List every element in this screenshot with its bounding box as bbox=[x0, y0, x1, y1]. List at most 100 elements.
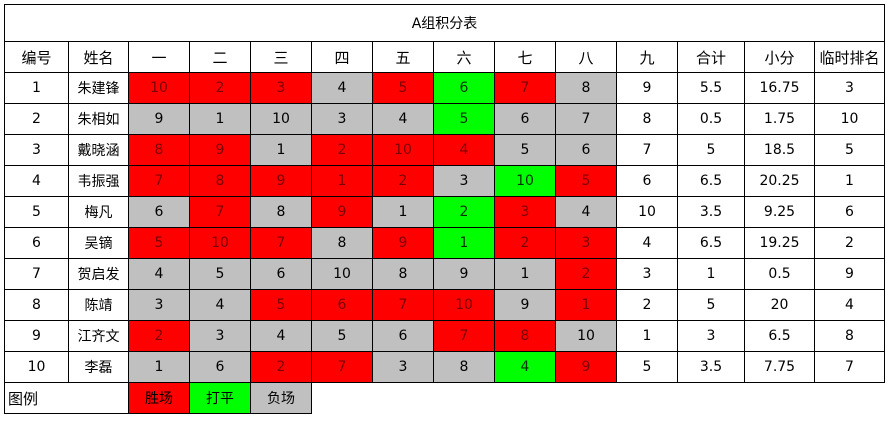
round-plain-cell: 9 bbox=[616, 72, 678, 104]
round-loss-cell: 5 bbox=[189, 258, 251, 290]
column-header: 七 bbox=[494, 41, 556, 73]
round-loss-cell: 3 bbox=[372, 351, 434, 383]
round-loss-cell: 1 bbox=[128, 351, 190, 383]
round-win-cell: 2 bbox=[555, 258, 617, 290]
player-name-cell: 吴镝 bbox=[68, 227, 129, 259]
column-header: 编号 bbox=[4, 41, 69, 73]
round-loss-cell: 4 bbox=[555, 196, 617, 228]
player-name-cell: 贺启发 bbox=[68, 258, 129, 290]
round-plain-cell: 4 bbox=[616, 227, 678, 259]
rank-cell: 4 bbox=[814, 289, 885, 321]
rank-cell: 7 bbox=[814, 351, 885, 383]
total-cell: 1 bbox=[677, 258, 745, 290]
small-score-cell: 19.25 bbox=[744, 227, 815, 259]
round-loss-cell: 9 bbox=[433, 258, 495, 290]
table-row: 2 朱相如 9 1 10 3 4 5 6 7 8 0.5 1.75 10 bbox=[4, 103, 885, 135]
round-loss-cell: 4 bbox=[250, 320, 312, 352]
round-loss-cell: 4 bbox=[189, 289, 251, 321]
rank-cell: 6 bbox=[814, 196, 885, 228]
player-name-cell: 朱相如 bbox=[68, 103, 129, 135]
round-loss-cell: 10 bbox=[250, 103, 312, 135]
round-plain-cell: 10 bbox=[616, 196, 678, 228]
round-win-cell: 8 bbox=[189, 165, 251, 197]
column-header: 四 bbox=[311, 41, 373, 73]
round-loss-cell: 4 bbox=[128, 258, 190, 290]
table-title: A组积分表 bbox=[4, 4, 885, 42]
column-header: 小分 bbox=[744, 41, 815, 73]
player-name-cell: 江齐文 bbox=[68, 320, 129, 352]
table-row: 9 江齐文 2 3 4 5 6 7 8 10 1 3 6.5 8 bbox=[4, 320, 885, 352]
round-loss-cell: 8 bbox=[311, 227, 373, 259]
small-score-cell: 1.75 bbox=[744, 103, 815, 135]
total-cell: 6.5 bbox=[677, 165, 745, 197]
round-draw-cell: 4 bbox=[494, 351, 556, 383]
table-row: 4 韦振强 7 8 9 1 2 3 10 5 6 6.5 20.25 1 bbox=[4, 165, 885, 197]
round-win-cell: 3 bbox=[494, 196, 556, 228]
round-plain-cell: 6 bbox=[616, 165, 678, 197]
total-cell: 3.5 bbox=[677, 351, 745, 383]
round-draw-cell: 5 bbox=[433, 103, 495, 135]
round-loss-cell: 5 bbox=[494, 134, 556, 166]
player-name-cell: 梅凡 bbox=[68, 196, 129, 228]
round-win-cell: 9 bbox=[189, 134, 251, 166]
legend-loss-swatch: 负场 bbox=[250, 382, 312, 414]
total-cell: 5 bbox=[677, 289, 745, 321]
rank-cell: 10 bbox=[814, 103, 885, 135]
legend-win-swatch: 胜场 bbox=[128, 382, 190, 414]
round-win-cell: 2 bbox=[128, 320, 190, 352]
legend-label: 图例 bbox=[4, 382, 129, 414]
round-win-cell: 10 bbox=[433, 289, 495, 321]
column-header: 一 bbox=[128, 41, 190, 73]
round-loss-cell: 9 bbox=[494, 289, 556, 321]
small-score-cell: 20.25 bbox=[744, 165, 815, 197]
round-loss-cell: 8 bbox=[372, 258, 434, 290]
round-loss-cell: 3 bbox=[311, 103, 373, 135]
round-win-cell: 5 bbox=[128, 227, 190, 259]
round-win-cell: 7 bbox=[189, 196, 251, 228]
round-win-cell: 10 bbox=[189, 227, 251, 259]
small-score-cell: 7.75 bbox=[744, 351, 815, 383]
table-row: 8 陈靖 3 4 5 6 7 10 9 1 2 5 20 4 bbox=[4, 289, 885, 321]
table-row: 3 戴晓涵 8 9 1 2 10 4 5 6 7 5 18.5 5 bbox=[4, 134, 885, 166]
round-plain-cell: 7 bbox=[616, 134, 678, 166]
round-loss-cell: 6 bbox=[555, 134, 617, 166]
legend-draw-swatch: 打平 bbox=[189, 382, 251, 414]
round-loss-cell: 6 bbox=[189, 351, 251, 383]
score-table: A组积分表 编号 姓名一二三四五六七八九合计 小分 临时排名 1 朱建锋 10 2 3 4 5 6 7… bbox=[4, 4, 885, 414]
round-loss-cell: 9 bbox=[128, 103, 190, 135]
table-row: 10 李磊 1 6 2 7 3 8 4 9 5 3.5 7.75 7 bbox=[4, 351, 885, 383]
title-row: A组积分表 bbox=[4, 4, 885, 42]
round-win-cell: 2 bbox=[189, 72, 251, 104]
round-win-cell: 10 bbox=[372, 134, 434, 166]
round-win-cell: 9 bbox=[250, 165, 312, 197]
rank-cell: 2 bbox=[814, 227, 885, 259]
round-plain-cell: 1 bbox=[616, 320, 678, 352]
column-header: 三 bbox=[250, 41, 312, 73]
player-id-cell: 6 bbox=[4, 227, 69, 259]
total-cell: 5 bbox=[677, 134, 745, 166]
round-win-cell: 1 bbox=[311, 165, 373, 197]
round-win-cell: 2 bbox=[250, 351, 312, 383]
round-win-cell: 4 bbox=[433, 134, 495, 166]
round-loss-cell: 1 bbox=[372, 196, 434, 228]
round-plain-cell: 5 bbox=[616, 351, 678, 383]
legend-empty-space bbox=[311, 382, 885, 414]
header-row: 编号 姓名一二三四五六七八九合计 小分 临时排名 bbox=[4, 41, 885, 73]
round-plain-cell: 2 bbox=[616, 289, 678, 321]
player-id-cell: 10 bbox=[4, 351, 69, 383]
round-loss-cell: 5 bbox=[311, 320, 373, 352]
round-loss-cell: 4 bbox=[311, 72, 373, 104]
round-win-cell: 5 bbox=[250, 289, 312, 321]
round-loss-cell: 8 bbox=[433, 351, 495, 383]
small-score-cell: 6.5 bbox=[744, 320, 815, 352]
round-win-cell: 7 bbox=[494, 72, 556, 104]
column-header: 五 bbox=[372, 41, 434, 73]
round-win-cell: 5 bbox=[555, 165, 617, 197]
rank-cell: 5 bbox=[814, 134, 885, 166]
player-id-cell: 1 bbox=[4, 72, 69, 104]
round-win-cell: 7 bbox=[250, 227, 312, 259]
column-header: 二 bbox=[189, 41, 251, 73]
round-loss-cell: 3 bbox=[128, 289, 190, 321]
round-loss-cell: 1 bbox=[189, 103, 251, 135]
